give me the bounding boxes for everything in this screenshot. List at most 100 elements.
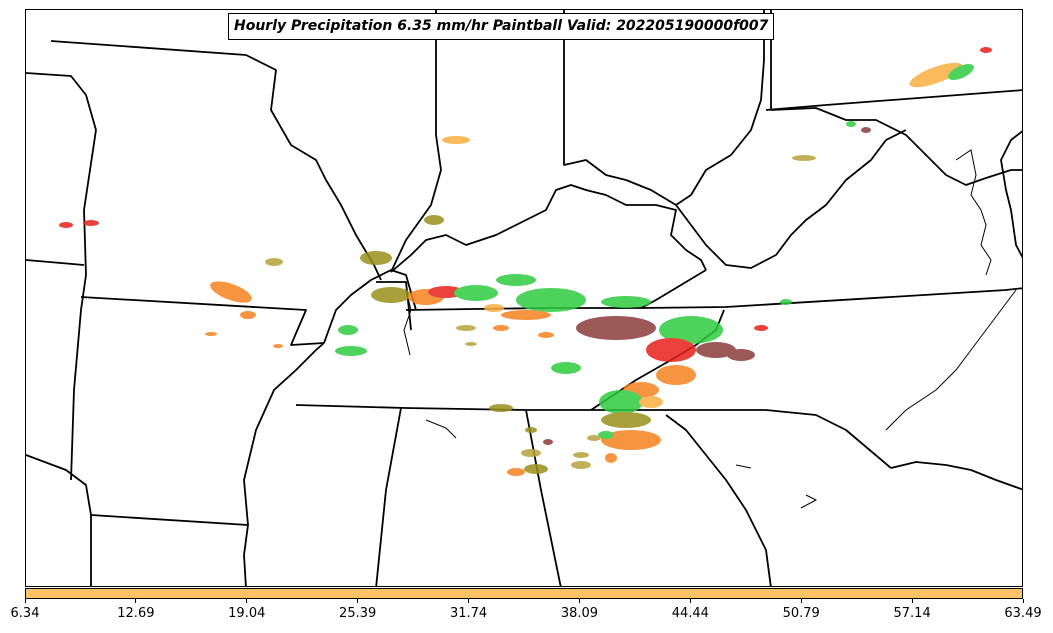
boundary-line (890, 461, 1022, 491)
colorbar-tick-mark (911, 599, 913, 603)
precip-blob-red (646, 338, 696, 362)
coastline (955, 149, 992, 276)
precip-blob-green (338, 325, 358, 335)
precip-blob-olive (489, 404, 513, 412)
colorbar-tick-label: 31.74 (449, 606, 488, 621)
colorbar-tick-label: 25.39 (339, 606, 377, 621)
precip-blob-green (846, 121, 856, 127)
boundary-line (26, 454, 92, 586)
precip-blob-olive (524, 464, 548, 474)
precip-blob-red (980, 47, 992, 53)
precip-blob-olive (465, 342, 477, 346)
boundary-line (390, 10, 442, 273)
colorbar-tick-label: 63.49 (1004, 606, 1042, 621)
boundary-line (90, 514, 249, 586)
colorbar (25, 588, 1023, 599)
boundary-line (525, 409, 562, 586)
precip-blob-olive (601, 412, 651, 428)
precip-blob-orange (501, 310, 551, 320)
precip-blob-orange (605, 453, 617, 463)
precip-blob-orange (273, 344, 283, 348)
colorbar-tick-mark (135, 599, 137, 603)
precip-blob-orange (538, 332, 554, 338)
colorbar-tick-label: 12.69 (117, 606, 155, 621)
precip-blob-olive (521, 449, 541, 457)
precip-blob-olive (573, 452, 589, 458)
precip-blob-orange (909, 62, 963, 88)
boundary-line (70, 274, 87, 481)
boundary-line (323, 269, 417, 344)
colorbar-tick-label: 50.79 (782, 606, 820, 621)
precip-blob-orange (507, 468, 525, 476)
colorbar-tick-label: 6.34 (10, 606, 40, 621)
precip-blob-olive (424, 215, 444, 225)
precip-blob-brown (696, 342, 736, 358)
map-canvas (26, 10, 1022, 586)
coastline (735, 464, 752, 469)
precip-blob-red (754, 325, 768, 331)
map-panel (25, 9, 1023, 587)
precip-blob-green (516, 288, 586, 312)
precip-blob-orange (205, 332, 217, 336)
precip-blob-orange (601, 430, 661, 450)
precip-blob-orange (484, 304, 504, 312)
boundary-line (675, 129, 907, 269)
colorbar-tick-mark (578, 599, 580, 603)
boundary-line (390, 184, 707, 273)
precip-blob-olive (456, 325, 476, 331)
colorbar-tick-mark (1022, 599, 1024, 603)
boundary-line (563, 10, 765, 206)
map-title: Hourly Precipitation 6.35 mm/hr Paintbal… (228, 13, 775, 40)
precip-blob-brown (727, 349, 755, 361)
precip-blob-brown (543, 439, 553, 445)
precip-blob-green (551, 362, 581, 374)
boundary-line (770, 10, 1022, 186)
colorbar-tick-mark (357, 599, 359, 603)
precip-blob-green (599, 390, 643, 414)
precip-blob-orange (639, 396, 663, 408)
state-boundaries (26, 10, 1022, 586)
coastline (403, 289, 412, 356)
boundary-line (765, 89, 1022, 111)
colorbar-tick-label: 38.09 (560, 606, 599, 621)
precip-blob-red (83, 220, 99, 226)
colorbar-tick-mark (468, 599, 470, 603)
precip-blob-green (496, 274, 536, 286)
precip-blob-green (335, 346, 367, 356)
precip-blob-green (948, 63, 974, 81)
colorbar-tick-mark (246, 599, 248, 603)
coastline (885, 289, 1017, 431)
precip-blob-orange (210, 281, 252, 303)
precipitation-blobs (59, 47, 992, 476)
colorbar-tick-mark (800, 599, 802, 603)
precip-blob-orange (442, 136, 470, 144)
coastline (800, 494, 818, 509)
boundary-line (405, 287, 1022, 311)
colorbar-tick-label: 57.14 (893, 606, 931, 621)
boundary-line (26, 72, 97, 276)
boundary-line (50, 40, 382, 281)
precip-blob-olive (587, 435, 601, 441)
boundary-line (295, 404, 892, 469)
colorbar-tick-mark (689, 599, 691, 603)
colorbar-tick-label: 44.44 (671, 606, 709, 621)
precip-blob-green (780, 299, 792, 305)
precip-blob-olive (571, 461, 591, 469)
colorbar-tick-mark (24, 599, 26, 603)
colorbar-tick-label: 19.04 (228, 606, 266, 621)
precip-blob-green (454, 285, 498, 301)
precip-blob-orange (240, 311, 256, 319)
boundary-line (26, 259, 85, 266)
boundary-line (80, 296, 325, 346)
precip-blob-red (59, 222, 73, 228)
precip-blob-olive (792, 155, 816, 161)
boundary-line (1000, 130, 1022, 259)
precip-blob-green (659, 316, 723, 344)
coastlines (403, 149, 1017, 509)
precip-blob-green (601, 296, 651, 308)
precip-blob-green (598, 431, 614, 439)
precip-blob-olive (360, 251, 392, 265)
coastline (425, 419, 457, 439)
precip-blob-orange (656, 365, 696, 385)
boundary-line (243, 342, 325, 526)
